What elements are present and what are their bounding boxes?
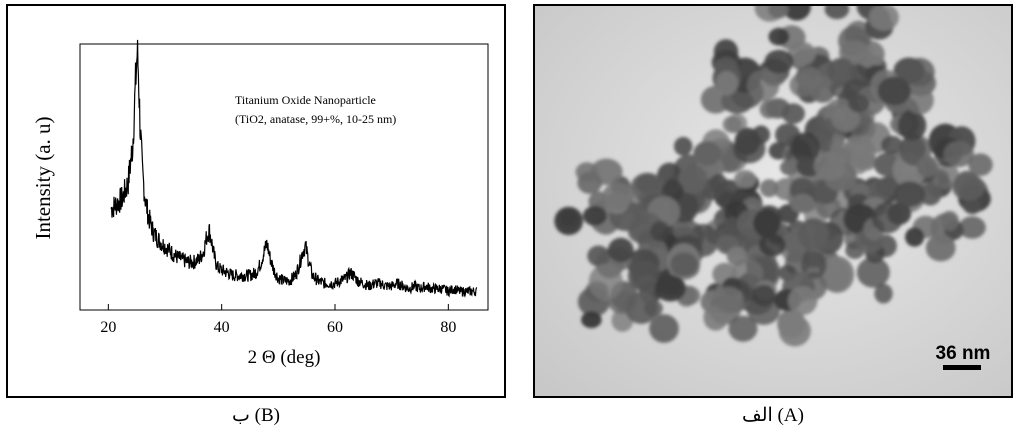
nanoparticle [582,205,607,226]
nanoparticle [588,263,623,301]
tem-micrograph: 36 nm [535,6,1011,396]
nanoparticle [968,153,993,176]
nanoparticle [789,73,816,98]
nanoparticle [873,152,899,177]
scale-bar [943,365,981,370]
nanoparticle [887,202,912,225]
nanoparticle [963,198,982,215]
nanoparticle [875,176,899,197]
x-axis-label: 2 Θ (deg) [248,347,321,368]
nanoparticle [759,233,786,257]
y-axis-label: Intensity (a. u) [31,116,55,239]
nanoparticle [827,57,855,86]
nanoparticle [778,315,811,347]
nanoparticle [759,179,779,198]
nanoparticle [768,6,789,19]
nanoparticle [670,252,698,277]
caption-panel-b: ب (B) [232,405,280,426]
xrd-chart-panel: 20 40 60 80 Titanium Oxide Nanoparticle (Ti… [6,4,506,398]
nanoparticle [897,110,927,141]
nanoparticle [673,136,693,156]
nanoparticle [764,49,794,74]
xrd-series-line [110,39,478,298]
nanoparticle [787,286,818,316]
plot-area-frame [79,43,489,311]
nanoparticle [654,275,686,302]
nanoparticle [751,284,776,307]
nanoparticle [893,57,925,84]
x-tick-label-60: 60 [327,319,343,336]
nanoparticle [952,173,986,201]
nanoparticle [958,216,986,239]
nanoparticle [728,315,758,342]
x-axis-ticks [107,304,449,310]
nanoparticle [838,39,870,65]
nanoparticle [701,178,723,200]
nanoparticle [801,251,827,279]
nanoparticle [587,245,610,267]
caption-panel-a: الف (A) [742,405,804,426]
x-axis-tick-labels: 20 40 60 80 [100,319,456,336]
nanoparticle [893,181,926,207]
nanoparticle [602,182,634,209]
nanoparticle [881,135,903,155]
annotation-line-1: Titanium Oxide Nanoparticle [235,93,376,107]
nanoparticle [747,296,781,325]
nanoparticle-cluster [554,6,993,347]
nanoparticle [607,237,634,263]
nanoparticle [848,94,870,113]
nanoparticle [625,291,658,324]
scale-bar-label: 36 nm [936,343,991,364]
xrd-chart: 20 40 60 80 Titanium Oxide Nanoparticle (Ti… [31,39,489,368]
nanoparticle [746,69,780,102]
nanoparticle [940,210,959,231]
nanoparticle [820,256,855,293]
nanoparticle [722,216,742,238]
nanoparticle [768,27,790,46]
nanoparticle [678,164,708,195]
nanoparticle [874,283,893,304]
nanoparticle [753,208,781,238]
nanoparticle [649,314,679,343]
nanoparticle [905,85,934,115]
nanoparticle [868,6,899,31]
x-tick-label-20: 20 [100,319,116,336]
nanoparticle [925,234,956,262]
nanoparticle [943,140,974,168]
nanoparticle [791,132,820,164]
nanoparticle [919,184,942,206]
nanoparticle [796,157,818,176]
nanoparticle [644,300,663,317]
nanoparticle [856,257,890,288]
nanoparticle [780,159,799,176]
nanoparticle [554,206,584,236]
nanoparticle [843,138,876,170]
nanoparticle [824,6,850,20]
x-tick-label-80: 80 [440,319,456,336]
annotation-line-2: (TiO2, anatase, 99+%, 10-25 nm) [235,112,396,126]
nanoparticle [905,227,925,247]
nanoparticle [577,171,603,194]
tem-image-panel: 36 nm [533,4,1013,398]
nanoparticle [734,170,757,189]
x-tick-label-40: 40 [214,319,230,336]
nanoparticle [759,100,779,119]
nanoparticle [787,41,816,67]
nanoparticle [722,116,742,133]
nanoparticle [636,275,658,294]
nanoparticle [650,221,670,242]
nanoparticle [712,286,745,314]
nanoparticle [877,76,911,106]
nanoparticle [813,151,846,181]
nanoparticle [581,311,602,329]
nanoparticle [831,105,861,132]
nanoparticle [715,70,739,96]
nanoparticle [693,141,722,166]
nanoparticle [790,193,815,214]
nanoparticle [733,133,766,164]
nanoparticle [930,161,959,189]
nanoparticle [798,218,829,251]
nanoparticle [782,6,811,21]
nanoparticle [916,155,938,178]
